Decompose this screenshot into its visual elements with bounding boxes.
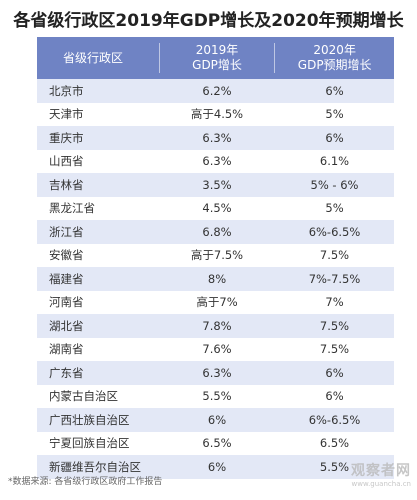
region-cell: 广东省: [49, 365, 84, 380]
region-cell: 天津市: [49, 107, 84, 122]
region-cell: 吉林省: [49, 177, 84, 192]
region-cell: 福建省: [49, 271, 84, 286]
table-row: 吉林省 3.5% 5% - 6%: [37, 173, 394, 197]
region-cell: 北京市: [49, 83, 84, 98]
region-cell: 黑龙江省: [49, 201, 95, 216]
gdp-2019-cell: 6.5%: [202, 436, 232, 451]
gdp-2019-cell: 8%: [207, 271, 227, 286]
header-divider: [158, 43, 160, 73]
region-cell: 新疆维吾尔自治区: [49, 459, 141, 474]
watermark-url: www.guancha.cn: [351, 480, 411, 488]
region-cell: 安徽省: [49, 248, 84, 263]
table-row: 山西省 6.3% 6.1%: [37, 150, 394, 174]
header-gdp-2020-label: GDP预期增长: [297, 58, 372, 72]
table-row: 天津市 高于4.5% 5%: [37, 103, 394, 127]
gdp-2020-cell: 6%: [325, 365, 344, 380]
table-row: 浙江省 6.8% 6%-6.5%: [37, 220, 394, 244]
header-gdp-2020: 2020年 GDP预期增长: [275, 37, 394, 79]
gdp-2019-cell: 3.5%: [202, 177, 232, 192]
table-row: 湖北省 7.8% 7.5%: [37, 314, 394, 338]
table-body: 北京市 6.2% 6% 天津市 高于4.5% 5% 重庆市 6.3% 6% 山西省 6.3% 6.1%…: [37, 79, 394, 479]
table-row: 新疆维吾尔自治区 6% 5.5%: [37, 455, 394, 479]
region-cell: 宁夏回族自治区: [49, 436, 130, 451]
gdp-2020-cell: 6%-6.5%: [308, 412, 361, 427]
region-cell: 广西壮族自治区: [49, 412, 130, 427]
table-row: 河南省 高于7% 7%: [37, 291, 394, 315]
table-row: 安徽省 高于7.5% 7.5%: [37, 244, 394, 268]
gdp-2020-cell: 6.5%: [319, 436, 350, 451]
gdp-2019-cell: 高于7%: [196, 295, 238, 310]
region-cell: 湖北省: [49, 318, 84, 333]
header-gdp-2019: 2019年 GDP增长: [160, 37, 275, 79]
table-row: 湖南省 7.6% 7.5%: [37, 338, 394, 362]
gdp-2020-cell: 7.5%: [319, 318, 350, 333]
region-cell: 河南省: [49, 295, 84, 310]
gdp-table: 省级行政区 2019年 GDP增长 2020年 GDP预期增长 北京市 6.2% 6…: [37, 37, 394, 479]
region-cell: 山西省: [49, 154, 84, 169]
gdp-2020-cell: 6%-6.5%: [308, 224, 361, 239]
gdp-2020-cell: 6%: [325, 83, 344, 98]
table-row: 宁夏回族自治区 6.5% 6.5%: [37, 432, 394, 456]
gdp-2020-cell: 7.5%: [319, 342, 350, 357]
gdp-2019-cell: 6%: [207, 459, 227, 474]
header-gdp-2019-label: GDP增长: [192, 58, 242, 72]
gdp-2019-cell: 7.6%: [202, 342, 232, 357]
gdp-2020-cell: 5%: [325, 107, 344, 122]
page-title: 各省级行政区2019年GDP增长及2020年预期增长: [13, 11, 404, 31]
gdp-2019-cell: 6.3%: [202, 130, 232, 145]
gdp-2020-cell: 6%: [325, 389, 344, 404]
gdp-2019-cell: 6%: [207, 412, 227, 427]
table-row: 黑龙江省 4.5% 5%: [37, 197, 394, 221]
header-divider: [274, 43, 276, 73]
region-cell: 湖南省: [49, 342, 84, 357]
region-cell: 浙江省: [49, 224, 84, 239]
gdp-2019-cell: 高于7.5%: [190, 248, 244, 263]
gdp-2019-cell: 6.3%: [202, 365, 232, 380]
gdp-2020-cell: 6%: [325, 130, 344, 145]
gdp-2019-cell: 5.5%: [202, 389, 232, 404]
region-cell: 内蒙古自治区: [49, 389, 118, 404]
header-region: 省级行政区: [63, 50, 124, 65]
watermark-logo: 观察者网 www.guancha.cn: [325, 460, 411, 498]
watermark-text: 观察者网: [351, 463, 411, 479]
table-row: 广西壮族自治区 6% 6%-6.5%: [37, 408, 394, 432]
gdp-2020-cell: 7.5%: [319, 248, 350, 263]
gdp-2020-cell: 6.1%: [319, 154, 350, 169]
source-note: *数据来源: 各省级行政区政府工作报告: [8, 477, 163, 487]
gdp-2020-cell: 5% - 6%: [310, 177, 359, 192]
table-row: 福建省 8% 7%-7.5%: [37, 267, 394, 291]
gdp-2020-cell: 7%: [325, 295, 344, 310]
table-row: 重庆市 6.3% 6%: [37, 126, 394, 150]
table-header: 省级行政区 2019年 GDP增长 2020年 GDP预期增长: [37, 37, 394, 79]
gdp-2019-cell: 6.2%: [202, 83, 232, 98]
table-row: 北京市 6.2% 6%: [37, 79, 394, 103]
table-row: 广东省 6.3% 6%: [37, 361, 394, 385]
gdp-2020-cell: 5%: [325, 201, 344, 216]
header-gdp-2020-year: 2020年: [313, 43, 356, 57]
gdp-2019-cell: 高于4.5%: [190, 107, 244, 122]
gdp-2019-cell: 7.8%: [202, 318, 232, 333]
header-gdp-2019-year: 2019年: [195, 43, 239, 57]
gdp-2020-cell: 5.5%: [319, 459, 350, 474]
gdp-2019-cell: 4.5%: [202, 201, 232, 216]
gdp-2019-cell: 6.8%: [202, 224, 232, 239]
gdp-2020-cell: 7%-7.5%: [308, 271, 361, 286]
table-row: 内蒙古自治区 5.5% 6%: [37, 385, 394, 409]
gdp-2019-cell: 6.3%: [202, 154, 232, 169]
region-cell: 重庆市: [49, 130, 84, 145]
